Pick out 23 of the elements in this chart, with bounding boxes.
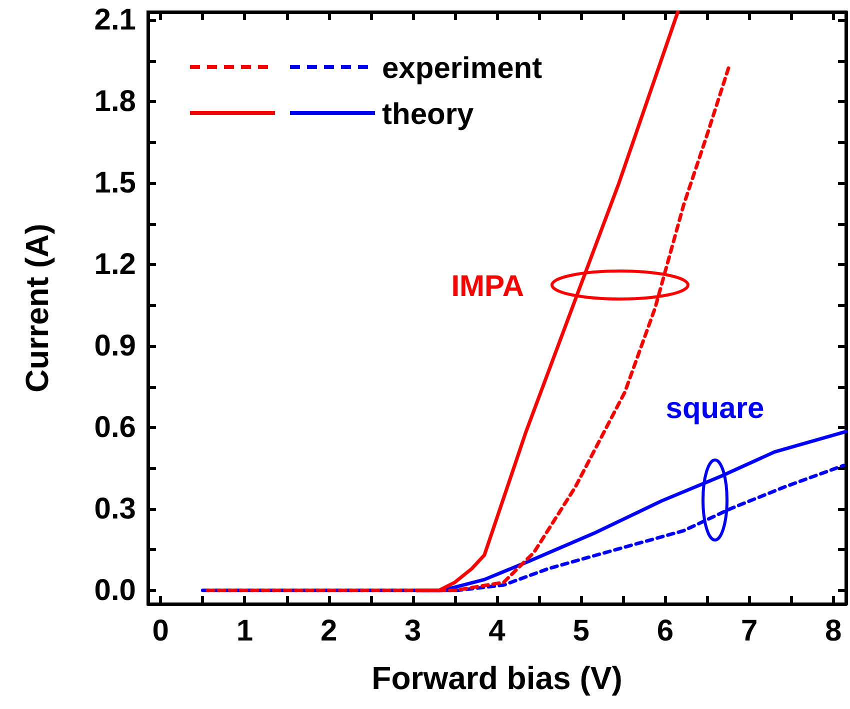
y-tick-label: 1.5 xyxy=(94,166,136,200)
x-tick-label: 5 xyxy=(572,614,590,648)
x-tick-label: 1 xyxy=(236,614,254,648)
x-tick-label: 3 xyxy=(404,614,422,648)
x-tick-label: 6 xyxy=(656,614,674,648)
y-tick-label: 0.6 xyxy=(94,410,136,444)
y-tick-label: 1.8 xyxy=(94,85,136,118)
legend-label: experiment xyxy=(382,52,542,85)
annotation: square xyxy=(666,392,764,425)
y-axis-title: Current (A) xyxy=(19,224,55,392)
x-tick-label: 2 xyxy=(320,614,338,648)
x-tick-label: 7 xyxy=(740,614,758,648)
y-tick-label: 2.1 xyxy=(94,4,136,37)
x-tick-label: 0 xyxy=(152,614,169,648)
y-tick-label: 1.2 xyxy=(94,248,136,282)
x-tick-label: 8 xyxy=(825,614,842,648)
y-tick-label: 0.9 xyxy=(94,330,136,363)
annotation: IMPA xyxy=(451,270,524,303)
x-tick-label: 4 xyxy=(488,614,506,648)
legend-label: theory xyxy=(382,98,474,131)
y-tick-label: 0.3 xyxy=(94,492,136,526)
y-tick-label: 0.0 xyxy=(94,574,136,607)
x-axis-title: Forward bias (V) xyxy=(372,660,622,696)
